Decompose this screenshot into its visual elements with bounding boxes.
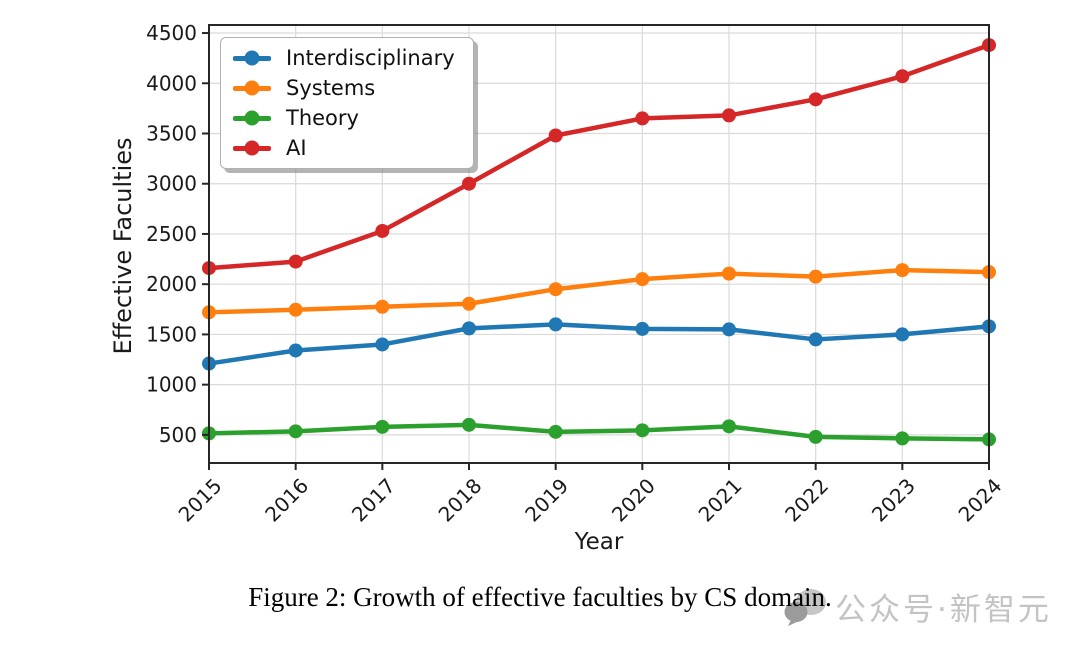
data-point-ai-2020 bbox=[635, 111, 650, 126]
legend-marker-systems bbox=[233, 80, 271, 96]
data-point-ai-2016 bbox=[288, 254, 303, 269]
legend-label-theory: Theory bbox=[286, 106, 359, 130]
data-point-interdisciplinary-2017 bbox=[375, 337, 390, 352]
x-tick-label-2024: 2024 bbox=[954, 474, 1007, 527]
data-point-theory-2018 bbox=[462, 417, 476, 432]
data-point-systems-2018 bbox=[462, 296, 476, 311]
data-point-theory-2020 bbox=[635, 423, 650, 438]
legend-item-theory: Theory bbox=[233, 103, 455, 133]
x-tick-label-2016: 2016 bbox=[260, 474, 313, 527]
data-point-ai-2019 bbox=[548, 128, 563, 143]
x-tick-label-2023: 2023 bbox=[867, 474, 920, 527]
y-tick-label-3000: 3000 bbox=[146, 172, 197, 196]
legend-item-systems: Systems bbox=[233, 73, 455, 103]
y-tick-label-500: 500 bbox=[159, 423, 197, 447]
data-point-systems-2020 bbox=[635, 272, 650, 287]
x-tick-label-2018: 2018 bbox=[434, 474, 487, 527]
plot-border bbox=[208, 24, 990, 464]
series-line-systems bbox=[206, 267, 992, 315]
data-point-theory-2022 bbox=[808, 429, 823, 444]
data-point-interdisciplinary-2021 bbox=[722, 322, 736, 337]
speech-bubbles-icon bbox=[784, 588, 826, 626]
data-point-systems-2023 bbox=[895, 263, 910, 278]
legend-item-interdisciplinary: Interdisciplinary bbox=[233, 43, 455, 73]
x-tick-label-2020: 2020 bbox=[607, 474, 660, 527]
legend-marker-theory bbox=[233, 110, 271, 126]
legend-marker-interdisciplinary bbox=[233, 50, 271, 66]
data-point-theory-2019 bbox=[548, 424, 563, 439]
data-point-interdisciplinary-2018 bbox=[462, 321, 476, 336]
series-line-ai bbox=[206, 42, 992, 271]
y-tick-label-1500: 1500 bbox=[146, 322, 197, 346]
x-tick-label-2021: 2021 bbox=[694, 474, 747, 527]
legend-label-interdisciplinary: Interdisciplinary bbox=[286, 46, 455, 70]
data-point-systems-2019 bbox=[548, 282, 563, 297]
data-point-ai-2022 bbox=[808, 92, 823, 107]
data-point-theory-2021 bbox=[722, 419, 736, 434]
x-tick-label-2022: 2022 bbox=[780, 474, 833, 527]
data-point-theory-2017 bbox=[375, 419, 390, 434]
x-tick-label-2017: 2017 bbox=[347, 474, 400, 527]
data-point-interdisciplinary-2020 bbox=[635, 321, 650, 336]
y-tick-label-2000: 2000 bbox=[146, 272, 197, 296]
y-tick-label-4500: 4500 bbox=[146, 21, 197, 45]
y-tick-label-4000: 4000 bbox=[146, 71, 197, 95]
watermark-text: 公众号·新智元 bbox=[835, 592, 1052, 628]
legend: Interdisciplinary Systems Theory AI bbox=[220, 37, 474, 169]
data-point-interdisciplinary-2016 bbox=[288, 343, 303, 358]
x-axis-label: Year bbox=[574, 529, 624, 555]
data-point-ai-2017 bbox=[375, 223, 390, 238]
legend-marker-ai bbox=[233, 140, 271, 156]
data-point-systems-2021 bbox=[722, 266, 736, 281]
y-tick-label-3500: 3500 bbox=[146, 121, 197, 145]
data-point-theory-2023 bbox=[895, 431, 910, 446]
x-tick-label-2019: 2019 bbox=[520, 474, 573, 527]
series-line-theory bbox=[206, 422, 992, 442]
data-point-systems-2017 bbox=[375, 299, 390, 314]
y-tick-label-2500: 2500 bbox=[146, 222, 197, 246]
watermark: 公众号·新智元 bbox=[784, 584, 1052, 629]
data-point-systems-2016 bbox=[288, 302, 303, 317]
x-tick-label-2015: 2015 bbox=[174, 474, 227, 527]
y-axis-label: Effective Faculties bbox=[109, 137, 137, 355]
data-point-interdisciplinary-2022 bbox=[808, 332, 823, 347]
data-point-interdisciplinary-2019 bbox=[548, 317, 563, 332]
data-point-interdisciplinary-2023 bbox=[895, 327, 910, 342]
data-point-ai-2021 bbox=[722, 108, 736, 123]
data-point-ai-2023 bbox=[895, 69, 910, 84]
legend-label-ai: AI bbox=[286, 136, 307, 160]
data-point-theory-2016 bbox=[288, 424, 303, 439]
legend-item-ai: AI bbox=[233, 133, 455, 163]
data-point-systems-2022 bbox=[808, 269, 823, 284]
series-line-interdisciplinary bbox=[206, 322, 992, 366]
legend-label-systems: Systems bbox=[286, 76, 376, 100]
data-point-ai-2018 bbox=[462, 176, 476, 191]
y-tick-label-1000: 1000 bbox=[146, 373, 197, 397]
